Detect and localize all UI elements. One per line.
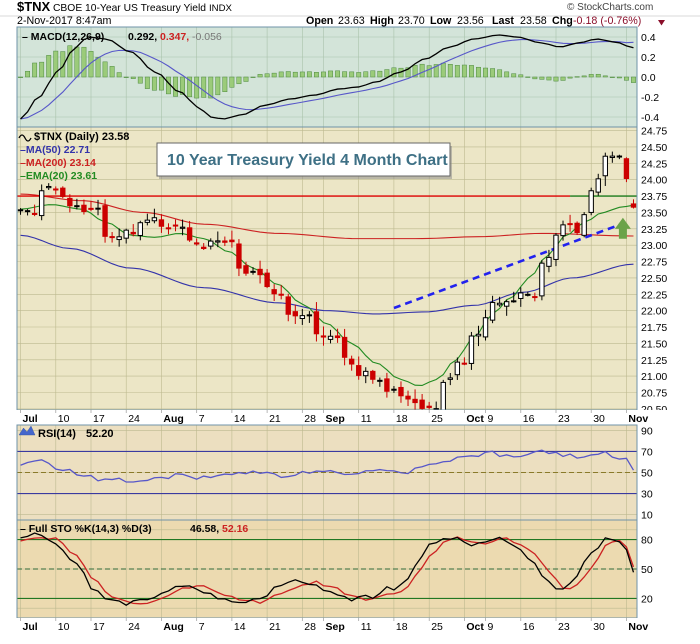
svg-text:28: 28 xyxy=(304,413,316,425)
svg-text:Low: Low xyxy=(430,15,452,27)
svg-text:-0.056: -0.056 xyxy=(192,31,222,43)
svg-text:17: 17 xyxy=(93,413,105,425)
svg-text:21.50: 21.50 xyxy=(641,338,667,350)
svg-text:24.00: 24.00 xyxy=(641,175,667,187)
svg-text:$TNX (Daily) 23.58: $TNX (Daily) 23.58 xyxy=(34,131,129,143)
svg-text:14: 14 xyxy=(234,413,246,425)
svg-text:0.4: 0.4 xyxy=(641,32,656,44)
svg-text:0.2: 0.2 xyxy=(641,52,656,64)
svg-text:Sep: Sep xyxy=(326,413,345,425)
svg-text:2-Nov-2017 8:47am: 2-Nov-2017 8:47am xyxy=(17,15,112,27)
svg-text:23.50: 23.50 xyxy=(641,207,667,219)
svg-text:16: 16 xyxy=(523,413,535,425)
svg-text:10: 10 xyxy=(58,413,70,425)
svg-text:23.58: 23.58 xyxy=(520,15,547,27)
svg-text:24.25: 24.25 xyxy=(641,158,667,170)
svg-text:25: 25 xyxy=(431,413,443,425)
svg-text:Jul: Jul xyxy=(23,621,38,633)
svg-text:10: 10 xyxy=(58,621,70,633)
svg-text:25: 25 xyxy=(431,621,443,633)
svg-text:Aug: Aug xyxy=(163,621,183,633)
svg-text:23.63: 23.63 xyxy=(338,15,365,27)
svg-text:52.20: 52.20 xyxy=(86,428,114,440)
svg-text:11: 11 xyxy=(361,621,372,633)
svg-text:Nov: Nov xyxy=(628,621,648,633)
svg-text:23.00: 23.00 xyxy=(641,240,667,252)
svg-text:21: 21 xyxy=(269,413,281,425)
svg-text:22.00: 22.00 xyxy=(641,306,667,318)
svg-text:© StockCharts.com: © StockCharts.com xyxy=(567,2,653,13)
svg-text:24.75: 24.75 xyxy=(641,126,667,138)
svg-text:0.0: 0.0 xyxy=(641,72,656,84)
svg-text:24.50: 24.50 xyxy=(641,142,667,154)
svg-text:20: 20 xyxy=(641,593,653,605)
svg-text:90: 90 xyxy=(641,425,653,437)
svg-text:30: 30 xyxy=(641,489,653,501)
svg-text:21.00: 21.00 xyxy=(641,371,667,383)
svg-text:-0.2: -0.2 xyxy=(641,92,659,104)
svg-text:16: 16 xyxy=(523,621,535,633)
svg-text:50: 50 xyxy=(641,468,653,480)
svg-text:-0.18 (-0.76%): -0.18 (-0.76%) xyxy=(573,15,641,27)
svg-text:Nov: Nov xyxy=(628,413,648,425)
svg-text:9: 9 xyxy=(488,621,494,633)
svg-text:80: 80 xyxy=(641,535,653,547)
svg-text:23.25: 23.25 xyxy=(641,224,667,236)
svg-text:21.75: 21.75 xyxy=(641,322,667,334)
svg-text:CBOE 10-Year US Treasury Yield: CBOE 10-Year US Treasury Yield xyxy=(53,3,206,14)
svg-text:23.75: 23.75 xyxy=(641,191,667,203)
svg-text:18: 18 xyxy=(396,621,408,633)
svg-text:23: 23 xyxy=(558,621,570,633)
svg-text:21: 21 xyxy=(269,621,281,633)
svg-text:18: 18 xyxy=(396,413,408,425)
svg-text:28: 28 xyxy=(304,621,316,633)
svg-text:10: 10 xyxy=(641,510,653,522)
svg-text:Sep: Sep xyxy=(326,621,345,633)
svg-text:– Full STO %K(14,3) %D(3): – Full STO %K(14,3) %D(3) xyxy=(20,523,152,535)
svg-text:50: 50 xyxy=(641,564,653,576)
svg-text:Last: Last xyxy=(492,15,514,27)
svg-text:Open: Open xyxy=(306,15,333,27)
svg-text:52.16: 52.16 xyxy=(222,523,248,535)
svg-text:–MA(200) 23.14: –MA(200) 23.14 xyxy=(20,157,96,169)
svg-text:$TNX: $TNX xyxy=(17,0,51,14)
svg-text:7: 7 xyxy=(199,621,205,633)
svg-text:22.50: 22.50 xyxy=(641,273,667,285)
svg-text:Aug: Aug xyxy=(163,413,183,425)
svg-text:11: 11 xyxy=(361,413,372,425)
svg-text:9: 9 xyxy=(488,413,494,425)
svg-text:17: 17 xyxy=(93,621,105,633)
svg-text:24: 24 xyxy=(128,413,140,425)
svg-text:22.75: 22.75 xyxy=(641,257,667,269)
svg-text:23.56: 23.56 xyxy=(457,15,484,27)
svg-text:0.347,: 0.347, xyxy=(160,31,189,43)
svg-text:RSI(14): RSI(14) xyxy=(38,428,76,440)
svg-text:–MA(50) 22.71: –MA(50) 22.71 xyxy=(20,144,90,156)
svg-text:23: 23 xyxy=(558,413,570,425)
svg-text:Chg: Chg xyxy=(552,15,573,27)
svg-text:7: 7 xyxy=(199,413,205,425)
svg-text:INDX: INDX xyxy=(209,3,233,14)
svg-text:-0.4: -0.4 xyxy=(641,112,659,124)
svg-text:30: 30 xyxy=(593,413,605,425)
svg-text:Oct: Oct xyxy=(466,413,484,425)
svg-text:70: 70 xyxy=(641,446,653,458)
svg-text:22.25: 22.25 xyxy=(641,289,667,301)
svg-text:–EMA(20) 23.61: –EMA(20) 23.61 xyxy=(20,170,97,182)
svg-text:21.25: 21.25 xyxy=(641,355,667,367)
svg-text:24: 24 xyxy=(128,621,140,633)
svg-text:46.58,: 46.58, xyxy=(190,523,219,535)
svg-text:23.70: 23.70 xyxy=(398,15,425,27)
svg-text:Jul: Jul xyxy=(23,413,38,425)
svg-text:10 Year Treasury Yield 4 Month: 10 Year Treasury Yield 4 Month Chart xyxy=(167,152,448,169)
svg-text:High: High xyxy=(370,15,394,27)
svg-text:30: 30 xyxy=(593,621,605,633)
svg-text:14: 14 xyxy=(234,621,246,633)
svg-text:0.292,: 0.292, xyxy=(128,31,157,43)
svg-text:Oct: Oct xyxy=(466,621,484,633)
svg-text:20.75: 20.75 xyxy=(641,388,667,400)
